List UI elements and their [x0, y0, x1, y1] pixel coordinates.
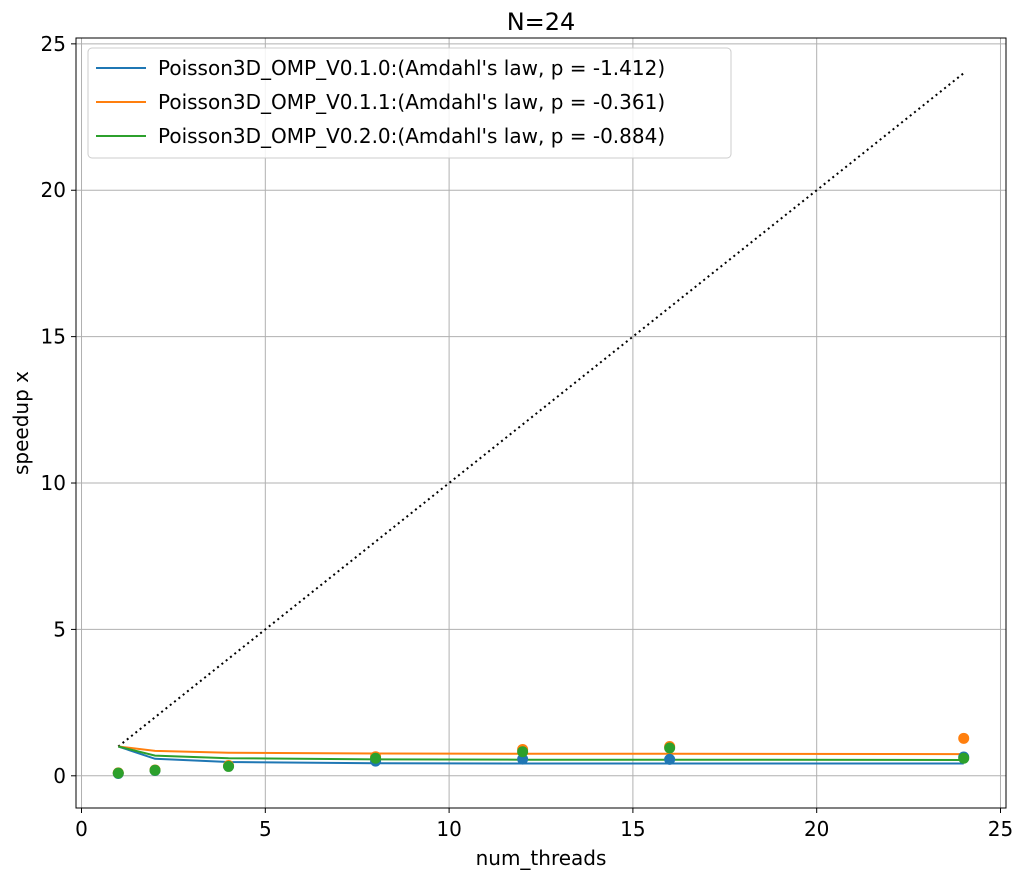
measured-point-2: [223, 760, 235, 772]
y-tick-label: 25: [41, 32, 66, 56]
legend-label: Poisson3D_OMP_V0.1.0:(Amdahl's law, p = …: [158, 56, 665, 80]
legend-box: [87, 47, 732, 159]
series-layer: [112, 732, 970, 779]
axis-ticks: 0 5 10 15 20 25 0 5 10 15 20 25: [41, 32, 1014, 841]
measured-point-2: [958, 752, 970, 764]
measured-point-0: [664, 753, 676, 765]
x-axis-label: num_threads: [476, 846, 607, 870]
x-tick-label: 20: [804, 817, 829, 841]
grid: [76, 38, 1006, 808]
ideal-speedup-layer: [117, 72, 965, 748]
amdahl-fit-line-0: [117, 745, 964, 765]
measured-point-2: [370, 752, 382, 764]
x-tick-label: 15: [620, 817, 645, 841]
x-tick-label: 10: [436, 817, 461, 841]
y-tick-label: 10: [41, 471, 66, 495]
legend-label: Poisson3D_OMP_V0.2.0:(Amdahl's law, p = …: [158, 124, 665, 148]
x-tick-label: 5: [259, 817, 272, 841]
legend-label: Poisson3D_OMP_V0.1.1:(Amdahl's law, p = …: [158, 90, 665, 114]
measured-point-2: [149, 764, 161, 776]
measured-point-2: [112, 767, 124, 779]
y-tick-label: 5: [53, 617, 66, 641]
y-axis-label: speedup x: [9, 371, 33, 475]
x-tick-label: 0: [75, 817, 88, 841]
measured-point-2: [664, 742, 676, 754]
measured-point-1: [958, 732, 970, 744]
ideal-speedup-line: [117, 72, 965, 748]
measured-point-2: [517, 746, 529, 758]
y-tick-label: 20: [41, 178, 66, 202]
x-tick-label: 25: [988, 817, 1013, 841]
y-tick-label: 0: [53, 764, 66, 788]
chart-title: N=24: [507, 8, 576, 36]
plot-frame: [75, 37, 1007, 809]
amdahl-fit-line-1: [118, 745, 964, 756]
y-tick-label: 15: [41, 325, 66, 349]
legend: Poisson3D_OMP_V0.1.0:(Amdahl's law, p = …: [87, 47, 732, 159]
